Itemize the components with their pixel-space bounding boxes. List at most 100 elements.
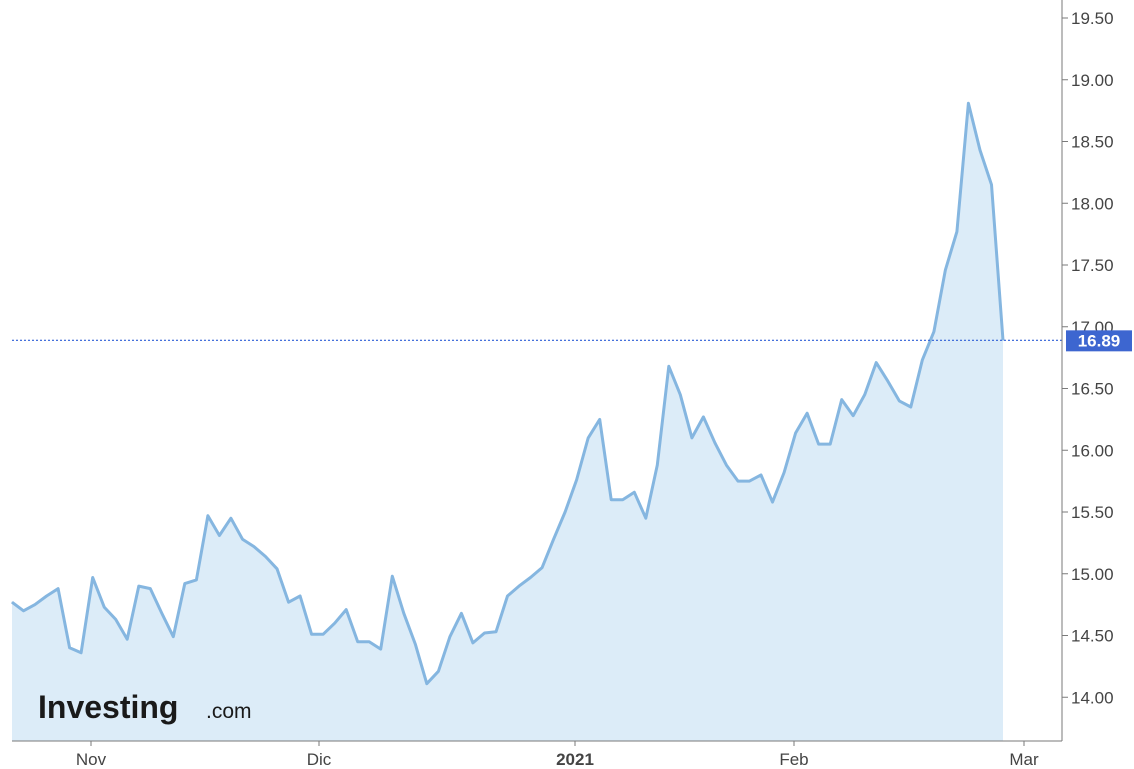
data-point <box>1002 339 1004 341</box>
data-point <box>345 609 347 611</box>
data-point <box>760 474 762 476</box>
data-point <box>253 546 255 548</box>
data-point <box>299 595 301 597</box>
data-point <box>702 416 704 418</box>
data-point <box>46 595 48 597</box>
data-point <box>656 464 658 466</box>
y-tick-label: 18.00 <box>1071 194 1114 213</box>
data-point <box>691 437 693 439</box>
data-point <box>772 501 773 503</box>
data-point <box>138 585 140 587</box>
data-point <box>783 472 785 473</box>
data-point <box>11 601 13 603</box>
data-point <box>553 538 555 540</box>
data-point <box>576 479 578 481</box>
data-point <box>518 585 520 587</box>
y-tick-label: 16.50 <box>1071 380 1114 399</box>
data-point <box>161 612 163 614</box>
data-point <box>864 394 866 396</box>
data-point <box>276 568 278 570</box>
data-point <box>288 601 290 603</box>
data-point <box>472 642 474 644</box>
data-point <box>622 499 624 501</box>
data-point <box>414 643 416 645</box>
data-point <box>633 491 635 493</box>
data-point <box>887 380 889 382</box>
y-tick-label: 14.00 <box>1071 688 1114 707</box>
data-point <box>207 515 209 517</box>
data-point <box>265 556 266 557</box>
x-tick: Mar <box>1009 741 1039 769</box>
x-tick: Dic <box>307 741 332 769</box>
data-point <box>818 443 820 445</box>
data-point <box>126 638 128 640</box>
y-tick-label: 15.00 <box>1071 565 1114 584</box>
data-point <box>829 443 831 445</box>
y-axis: 14.0014.5015.0015.5016.0016.5017.0017.50… <box>1061 0 1114 741</box>
data-point <box>437 670 439 672</box>
y-tick: 17.50 <box>1062 256 1114 275</box>
data-point <box>737 480 739 482</box>
data-point <box>979 149 981 151</box>
data-point <box>679 394 681 396</box>
y-tick: 15.00 <box>1062 565 1114 584</box>
y-tick-label: 19.00 <box>1071 71 1114 90</box>
data-point <box>933 331 935 333</box>
current-price-badge <box>1066 330 1132 352</box>
y-tick: 19.00 <box>1062 71 1114 90</box>
x-axis: Nov Dic 2021 Feb Mar <box>12 740 1062 769</box>
data-point <box>806 412 808 414</box>
y-tick: 15.50 <box>1062 503 1114 522</box>
data-point <box>852 415 854 417</box>
data-point <box>910 406 912 408</box>
data-point <box>714 442 716 444</box>
data-point <box>426 683 428 685</box>
y-tick-label: 15.50 <box>1071 503 1114 522</box>
data-point <box>587 437 589 439</box>
x-tick-label: Dic <box>307 750 332 769</box>
data-point <box>149 588 151 590</box>
data-point <box>368 641 370 643</box>
plot-area <box>11 101 1062 741</box>
x-tick-label: Nov <box>76 750 107 769</box>
data-point <box>80 652 82 654</box>
data-point <box>449 636 451 638</box>
data-point <box>322 633 324 635</box>
x-tick: Feb <box>779 741 809 769</box>
data-point <box>218 535 220 536</box>
data-point <box>507 595 508 597</box>
data-point <box>875 362 877 364</box>
y-tick-label: 16.00 <box>1071 441 1114 460</box>
data-point <box>460 612 462 614</box>
x-tick-label: Feb <box>779 750 808 769</box>
data-point <box>530 577 531 578</box>
data-point <box>172 636 174 638</box>
data-point <box>357 641 359 643</box>
y-tick-label: 18.50 <box>1071 133 1114 152</box>
data-point <box>103 606 105 608</box>
logo-text: Investing <box>38 689 178 725</box>
data-point <box>610 499 612 501</box>
current-price-value: 16.89 <box>1078 331 1121 350</box>
y-tick-label: 19.50 <box>1071 9 1114 28</box>
y-tick: 16.50 <box>1062 380 1114 399</box>
x-tick-label: Mar <box>1009 750 1039 769</box>
data-point <box>495 631 497 633</box>
data-point <box>484 632 485 634</box>
data-point <box>69 647 71 649</box>
data-point <box>230 517 232 519</box>
data-point <box>599 418 601 420</box>
data-point <box>541 567 543 569</box>
data-point <box>991 184 992 186</box>
data-point <box>334 622 336 624</box>
series-area-fill <box>12 103 1003 741</box>
data-point <box>956 231 958 233</box>
data-point <box>841 399 843 401</box>
data-point <box>115 618 117 620</box>
y-tick: 14.50 <box>1062 627 1114 646</box>
data-point <box>898 400 900 402</box>
x-tick: Nov <box>76 741 107 769</box>
y-tick-label: 14.50 <box>1071 627 1114 646</box>
data-point <box>921 359 923 361</box>
